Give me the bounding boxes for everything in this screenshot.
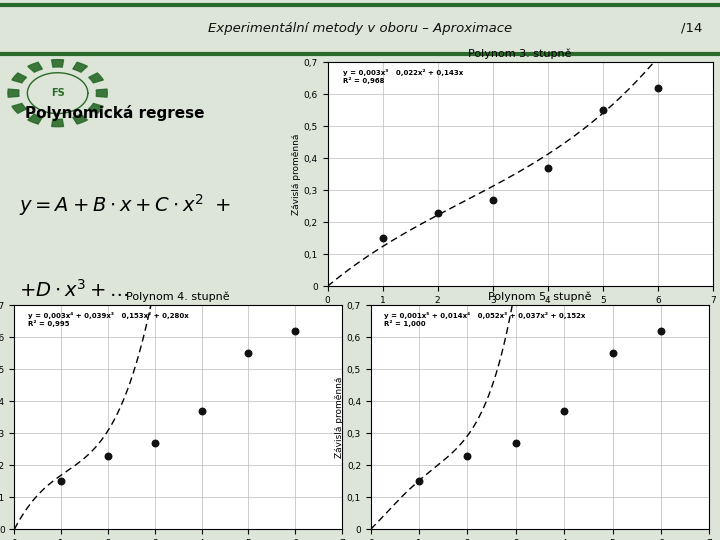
Point: [487, 195, 498, 204]
Text: $y = A + B \cdot x + C \cdot x^2\ +$: $y = A + B \cdot x + C \cdot x^2\ +$: [19, 192, 230, 218]
Point: [413, 477, 425, 485]
Point: [432, 208, 444, 217]
Point: [149, 438, 161, 447]
Text: y = 0,003x⁴ + 0,039x³   0,153x² + 0,280x
R² = 0,995: y = 0,003x⁴ + 0,039x³ 0,153x² + 0,280x R…: [27, 312, 188, 327]
Polygon shape: [89, 104, 103, 113]
Text: y = 0,003x³   0,022x² + 0,143x
R² = 0,968: y = 0,003x³ 0,022x² + 0,143x R² = 0,968: [343, 69, 463, 84]
Title: Polynom 3. stupně: Polynom 3. stupně: [469, 48, 572, 58]
Polygon shape: [28, 114, 42, 124]
Point: [655, 326, 667, 335]
Polygon shape: [8, 89, 19, 97]
Point: [597, 106, 608, 114]
Polygon shape: [12, 73, 27, 83]
Polygon shape: [96, 89, 107, 97]
Title: Polynom 4. stupně: Polynom 4. stupně: [127, 291, 230, 301]
Polygon shape: [28, 62, 42, 72]
Polygon shape: [12, 104, 27, 113]
Text: /14: /14: [680, 22, 702, 35]
Point: [377, 234, 388, 242]
Point: [652, 83, 664, 92]
Polygon shape: [73, 62, 87, 72]
Text: FS: FS: [50, 88, 65, 98]
Text: y = 0,001x⁵ + 0,014x⁴   0,052x³ + 0,037x² + 0,152x
R² = 1,000: y = 0,001x⁵ + 0,014x⁴ 0,052x³ + 0,037x² …: [384, 312, 585, 327]
Point: [542, 164, 554, 172]
Point: [289, 326, 301, 335]
Point: [243, 349, 254, 357]
Point: [462, 451, 473, 460]
Point: [196, 407, 207, 415]
Title: Polynom 5. stupně: Polynom 5. stupně: [488, 291, 592, 301]
X-axis label: Nezávislá proměnná: Nezávislá proměnná: [474, 308, 567, 316]
Polygon shape: [52, 59, 63, 67]
Point: [510, 438, 521, 447]
Text: $+ D \cdot x^3 + \ldots$: $+ D \cdot x^3 + \ldots$: [19, 279, 129, 301]
Point: [55, 477, 67, 485]
Polygon shape: [27, 73, 88, 113]
Polygon shape: [52, 119, 63, 127]
Point: [559, 407, 570, 415]
Polygon shape: [89, 73, 103, 83]
Point: [607, 349, 618, 357]
Text: Experimentální metody v oboru – Aproximace: Experimentální metody v oboru – Aproxima…: [208, 22, 512, 35]
Y-axis label: Závislá proměnná: Závislá proměnná: [292, 133, 301, 215]
Text: Polynomická regrese: Polynomická regrese: [25, 105, 205, 121]
Point: [102, 451, 114, 460]
Polygon shape: [73, 114, 87, 124]
Y-axis label: Závislá proměnná: Závislá proměnná: [335, 376, 344, 458]
